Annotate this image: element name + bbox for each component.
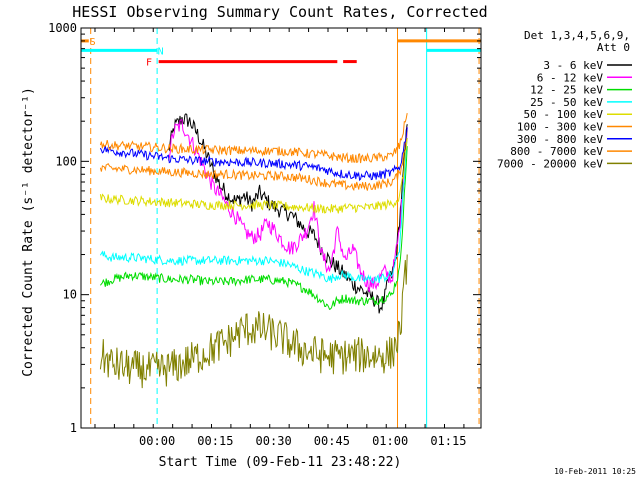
chart-title: HESSI Observing Summary Count Rates, Cor… [72,3,487,21]
y-tick-label-1: 10 [63,288,77,302]
series-line-8 [99,254,408,389]
series-line-1 [167,119,408,293]
x-tick-label-1: 00:15 [197,434,233,448]
legend-header-line-2: Att 0 [597,41,630,54]
legend-label-2: 12 - 25 keV [530,84,603,97]
x-axis-label: Start Time (09-Feb-11 23:48:22) [159,455,402,470]
y-tick-label-0: 1 [70,421,77,435]
series-line-6 [99,127,408,182]
flag-label-F: F [146,58,152,69]
y-tick-label-2: 100 [55,154,77,168]
x-tick-label-4: 01:00 [372,434,408,448]
plot-content [81,28,481,428]
legend-header-line-1: Det 1,3,4,5,6,9, [524,29,630,42]
y-tick-label-3: 1000 [48,21,77,35]
x-tick-label-0: 00:00 [139,434,175,448]
flag-label-S: S [90,37,96,48]
legend-label-7: 800 - 7000 keV [510,145,603,158]
series-line-2 [100,146,408,310]
x-tick-label-5: 01:15 [430,434,466,448]
series-line-0 [167,113,408,314]
legend-label-1: 6 - 12 keV [537,71,604,84]
x-tick-label-3: 00:45 [314,434,350,448]
series-line-3 [99,137,408,284]
legend-label-8: 7000 - 20000 keV [497,157,603,170]
flag-label-N: N [158,46,164,57]
series-line-5 [99,130,408,192]
x-tick-label-2: 00:30 [256,434,292,448]
legend-label-6: 300 - 800 keV [517,133,603,146]
series-line-7 [99,113,408,164]
legend-label-5: 100 - 300 keV [517,121,603,134]
legend-label-3: 25 - 50 keV [530,96,603,109]
legend-label-0: 3 - 6 keV [543,59,603,72]
plot-area: S NF [81,28,481,428]
y-axis-label: Corrected Count Rate (s⁻¹ detector⁻¹) [21,87,36,377]
series-line-4 [99,137,408,214]
plot-frame [80,27,482,429]
footer-date: 10-Feb-2011 10:25 [554,467,636,476]
axes: 1 10 100 1000 00:00 00:15 00:30 00:45 01:00 01:15 [48,21,481,448]
legend-label-4: 50 - 100 keV [524,108,604,121]
